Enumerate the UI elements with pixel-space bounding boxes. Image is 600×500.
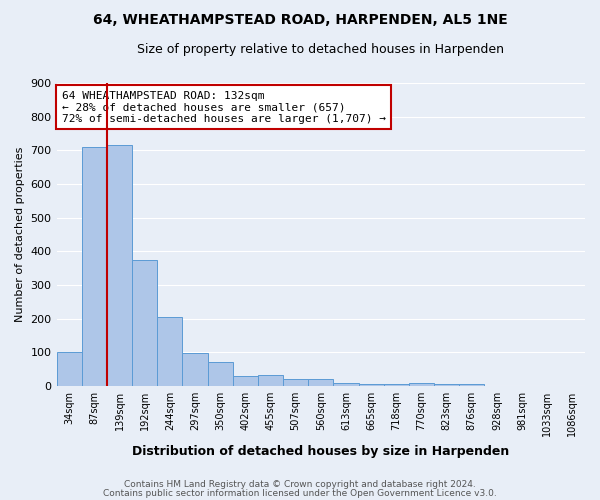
Bar — [409, 382, 434, 386]
Y-axis label: Number of detached properties: Number of detached properties — [15, 147, 25, 322]
Bar — [434, 384, 459, 386]
Bar — [182, 354, 208, 386]
Bar — [208, 362, 233, 386]
Bar — [308, 379, 334, 386]
Bar — [233, 376, 258, 386]
Bar — [56, 352, 82, 386]
Bar — [132, 260, 157, 386]
Text: 64, WHEATHAMPSTEAD ROAD, HARPENDEN, AL5 1NE: 64, WHEATHAMPSTEAD ROAD, HARPENDEN, AL5 … — [92, 12, 508, 26]
Text: Contains public sector information licensed under the Open Government Licence v3: Contains public sector information licen… — [103, 488, 497, 498]
Text: Contains HM Land Registry data © Crown copyright and database right 2024.: Contains HM Land Registry data © Crown c… — [124, 480, 476, 489]
Title: Size of property relative to detached houses in Harpenden: Size of property relative to detached ho… — [137, 42, 504, 56]
Bar — [359, 384, 383, 386]
Bar — [283, 380, 308, 386]
Bar — [459, 384, 484, 386]
Bar — [258, 375, 283, 386]
Bar — [107, 146, 132, 386]
Bar — [334, 382, 359, 386]
Text: 64 WHEATHAMPSTEAD ROAD: 132sqm
← 28% of detached houses are smaller (657)
72% of: 64 WHEATHAMPSTEAD ROAD: 132sqm ← 28% of … — [62, 90, 386, 124]
X-axis label: Distribution of detached houses by size in Harpenden: Distribution of detached houses by size … — [132, 444, 509, 458]
Bar — [157, 317, 182, 386]
Bar — [383, 384, 409, 386]
Bar — [82, 147, 107, 386]
